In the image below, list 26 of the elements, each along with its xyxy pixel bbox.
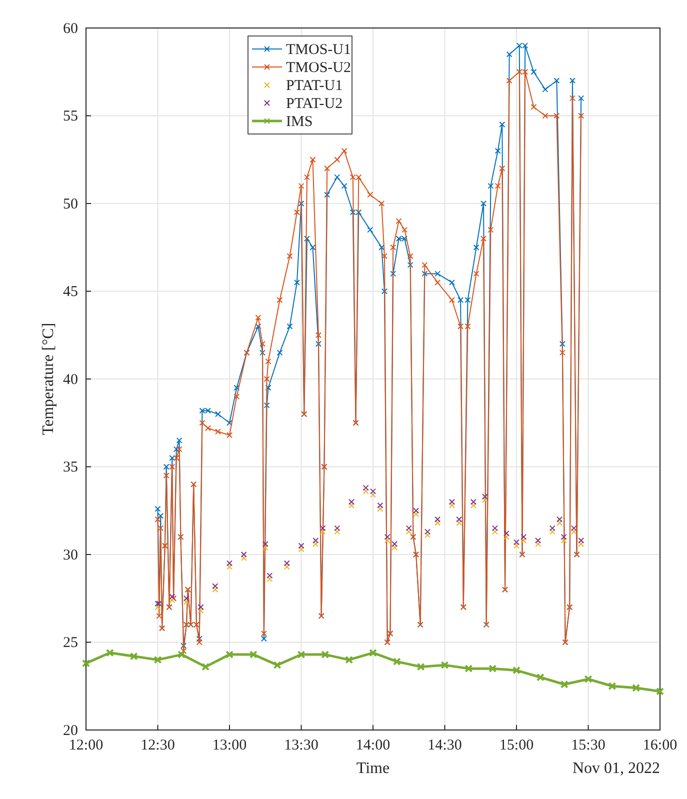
legend-label: IMS [286, 114, 313, 130]
legend-label: TMOS-U1 [286, 42, 352, 58]
y-tick-label: 20 [63, 722, 78, 739]
y-tick-label: 45 [63, 284, 78, 300]
x-tick-label: 12:30 [140, 738, 175, 754]
y-tick-label: 60 [63, 20, 78, 37]
x-tick-label: 15:30 [571, 738, 606, 754]
y-tick-label: 25 [63, 635, 78, 652]
y-axis-title: Temperature [°C] [40, 322, 57, 436]
x-tick-label: 14:00 [356, 738, 390, 754]
x-tick-label: 15:00 [499, 738, 534, 754]
legend-label: TMOS-U2 [286, 60, 352, 76]
y-tick-label: 50 [63, 196, 78, 212]
x-tick-label: 14:30 [428, 738, 462, 754]
x-tick-label: 16:00 [642, 738, 678, 754]
x-axis-title: Time [356, 760, 390, 777]
text: Nov 01, 2022 [572, 760, 660, 777]
x-tick-label: 13:00 [212, 738, 247, 754]
y-tick-label: 35 [63, 460, 78, 476]
y-tick-label: 55 [63, 108, 78, 125]
x-tick-label: 13:30 [284, 738, 318, 754]
legend-label: PTAT-U1 [286, 78, 343, 94]
y-tick-label: 40 [63, 372, 78, 388]
y-tick-label: 30 [63, 547, 78, 564]
legend-label: PTAT-U2 [286, 96, 343, 112]
x-tick-label: 12:00 [68, 738, 104, 754]
